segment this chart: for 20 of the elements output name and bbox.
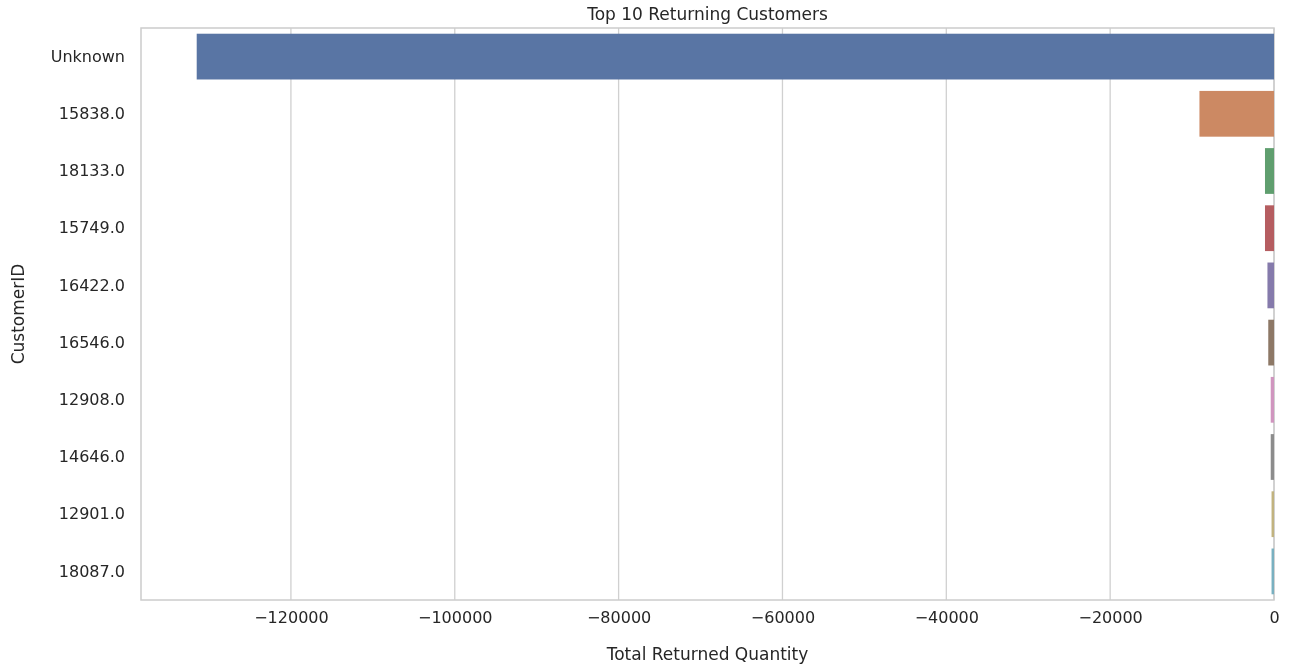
x-tick-label: −120000 — [254, 608, 329, 628]
x-tick-label: −40000 — [914, 608, 979, 628]
x-tick-label: −20000 — [1078, 608, 1143, 628]
y-tick-label: 16546.0 — [58, 332, 125, 352]
chart-title: Top 10 Returning Customers — [586, 4, 828, 24]
x-axis-title: Total Returned Quantity — [605, 644, 809, 664]
x-tick-label: −80000 — [586, 608, 652, 628]
y-tick-label: 18087.0 — [58, 561, 125, 581]
y-tick-label: 12908.0 — [58, 389, 125, 409]
y-tick-label: 18133.0 — [58, 161, 125, 181]
y-tick-label: 15749.0 — [58, 218, 125, 238]
y-tick-label: 16422.0 — [58, 275, 125, 295]
y-tick-label: Unknown — [50, 46, 125, 66]
x-tick-label: −60000 — [750, 608, 816, 628]
y-tick-label: 14646.0 — [58, 447, 125, 467]
y-tick-label: 12901.0 — [58, 504, 125, 524]
x-tick-label: −100000 — [418, 608, 493, 628]
y-tick-label: 15838.0 — [58, 103, 125, 123]
y-axis-title: CustomerID — [8, 263, 28, 365]
x-tick-label: 0 — [1269, 608, 1280, 628]
